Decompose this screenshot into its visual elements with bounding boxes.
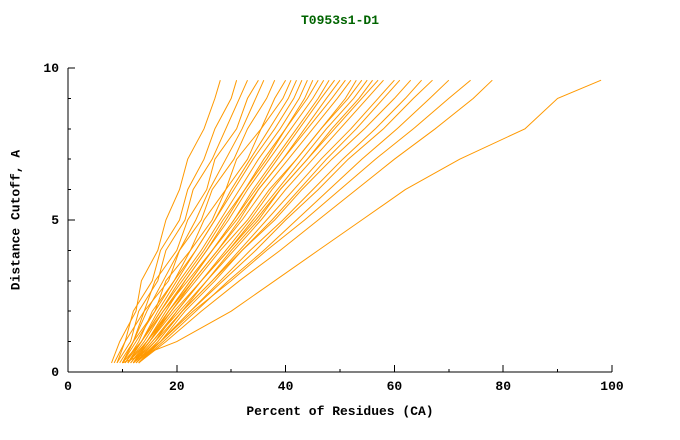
svg-text:100: 100 (600, 379, 624, 394)
y-axis-label: Distance Cutoff, A (8, 149, 24, 291)
svg-text:20: 20 (169, 379, 185, 394)
svg-text:0: 0 (64, 379, 72, 394)
svg-text:0: 0 (51, 365, 59, 380)
svg-text:60: 60 (387, 379, 403, 394)
chart-title: T0953s1-D1 (300, 13, 380, 28)
svg-text:5: 5 (51, 213, 59, 228)
svg-text:40: 40 (278, 379, 294, 394)
x-axis-label: Percent of Residues (CA) (246, 404, 434, 419)
svg-text:80: 80 (495, 379, 511, 394)
svg-text:10: 10 (43, 61, 59, 76)
